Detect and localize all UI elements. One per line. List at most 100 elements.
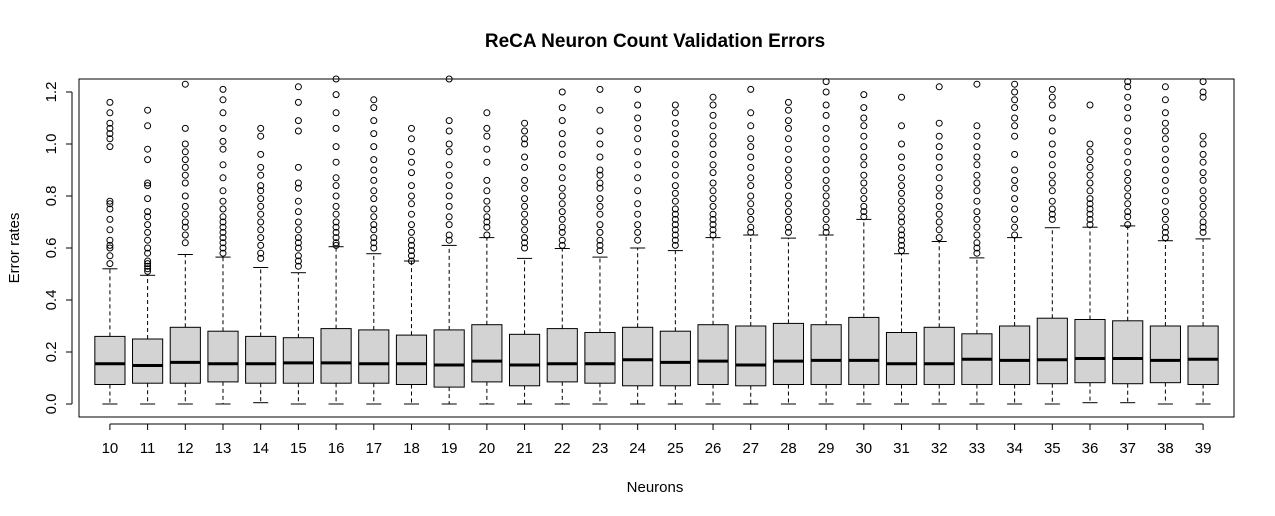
box-26 xyxy=(697,93,729,405)
outlier-point xyxy=(1011,205,1019,213)
outlier-point xyxy=(1124,127,1132,135)
outlier-point xyxy=(521,127,529,135)
outlier-point xyxy=(144,182,152,190)
box-13 xyxy=(207,85,239,405)
outlier-point xyxy=(558,200,566,208)
outlier-point xyxy=(935,192,943,200)
outlier-point xyxy=(1086,140,1094,148)
outlier-point xyxy=(709,187,717,195)
outlier-point xyxy=(257,254,265,262)
box-22 xyxy=(546,88,578,405)
outlier-point xyxy=(784,200,792,208)
outlier-point xyxy=(671,236,679,244)
box-23 xyxy=(584,85,616,405)
outlier-point xyxy=(747,208,755,216)
y-tick-label: 1.0 xyxy=(43,134,60,155)
outlier-point xyxy=(521,226,529,234)
outlier-point xyxy=(219,145,227,153)
outlier-point xyxy=(898,241,906,249)
outlier-point xyxy=(1199,132,1207,140)
outlier-point xyxy=(860,104,868,112)
outlier-point xyxy=(144,267,152,275)
box-14 xyxy=(245,124,277,404)
outlier-point xyxy=(973,171,981,179)
outlier-point xyxy=(445,182,453,190)
outlier-point xyxy=(332,228,340,236)
outlier-point xyxy=(144,122,152,130)
outlier-point xyxy=(860,202,868,210)
outlier-point xyxy=(407,228,415,236)
outlier-point xyxy=(973,249,981,257)
x-tick-label: 36 xyxy=(1082,440,1099,457)
outlier-point xyxy=(257,182,265,190)
outlier-point xyxy=(181,124,189,132)
outlier-point xyxy=(671,189,679,197)
outlier-point xyxy=(332,218,340,226)
outlier-point xyxy=(483,197,491,205)
outlier-point xyxy=(1011,215,1019,223)
x-tick-label: 22 xyxy=(554,440,571,457)
outlier-point xyxy=(1048,127,1056,135)
outlier-point xyxy=(558,130,566,138)
outlier-point xyxy=(1199,150,1207,158)
outlier-point xyxy=(1124,208,1132,216)
outlier-point xyxy=(671,119,679,127)
outlier-point xyxy=(1011,132,1019,140)
outlier-point xyxy=(483,223,491,231)
outlier-point xyxy=(483,205,491,213)
outlier-point xyxy=(709,161,717,169)
outlier-point xyxy=(1086,148,1094,156)
outlier-point xyxy=(106,119,114,127)
outlier-point xyxy=(935,218,943,226)
box-27 xyxy=(735,85,767,405)
iqr-box xyxy=(1112,320,1144,385)
box-28 xyxy=(772,98,805,405)
outlier-point xyxy=(634,148,642,156)
outlier-point xyxy=(257,241,265,249)
box-16 xyxy=(320,75,352,405)
outlier-point xyxy=(1161,223,1169,231)
outlier-point xyxy=(1161,109,1169,117)
outlier-point xyxy=(445,161,453,169)
outlier-point xyxy=(822,208,830,216)
outlier-point xyxy=(671,130,679,138)
outlier-point xyxy=(596,195,604,203)
outlier-point xyxy=(558,88,566,96)
iqr-box xyxy=(169,326,201,384)
outlier-point xyxy=(332,75,340,83)
outlier-point xyxy=(822,228,830,236)
outlier-point xyxy=(898,93,906,101)
outlier-point xyxy=(747,135,755,143)
outlier-point xyxy=(784,124,792,132)
box-10 xyxy=(94,98,126,405)
outlier-point xyxy=(257,150,265,158)
outlier-point xyxy=(294,208,302,216)
outlier-point xyxy=(822,135,830,143)
outlier-point xyxy=(332,143,340,151)
outlier-point xyxy=(219,223,227,231)
outlier-point xyxy=(370,104,378,112)
outlier-point xyxy=(370,234,378,242)
outlier-point xyxy=(747,228,755,236)
outlier-point xyxy=(483,145,491,153)
outlier-point xyxy=(935,163,943,171)
outlier-point xyxy=(257,124,265,132)
x-tick-label: 10 xyxy=(102,440,119,457)
outlier-point xyxy=(521,184,529,192)
outlier-point xyxy=(219,228,227,236)
outlier-point xyxy=(671,241,679,249)
outlier-point xyxy=(935,143,943,151)
outlier-point xyxy=(709,210,717,218)
outlier-point xyxy=(1048,171,1056,179)
outlier-point xyxy=(1124,176,1132,184)
box-17 xyxy=(358,96,390,405)
outlier-point xyxy=(1011,96,1019,104)
outlier-point xyxy=(1161,119,1169,127)
outlier-point xyxy=(1161,127,1169,135)
outlier-point xyxy=(1011,166,1019,174)
x-tick-label: 14 xyxy=(252,440,269,457)
outlier-point xyxy=(898,182,906,190)
x-tick-label: 35 xyxy=(1044,440,1061,457)
outlier-point xyxy=(558,228,566,236)
outlier-point xyxy=(898,153,906,161)
